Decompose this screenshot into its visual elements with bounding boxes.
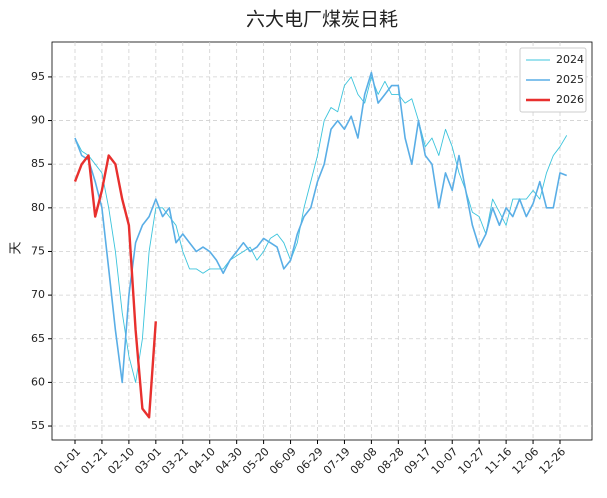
series-line	[74, 76, 568, 383]
legend-box	[519, 47, 587, 113]
x-tick-label: 04-30	[213, 445, 245, 477]
x-tick-label: 04-10	[186, 445, 218, 477]
y-tick-label: 80	[31, 201, 45, 214]
y-tick-label: 55	[31, 419, 45, 432]
y-tick-label: 65	[31, 332, 45, 345]
x-tick-label: 08-08	[348, 445, 380, 477]
y-tick-label: 60	[31, 375, 45, 388]
legend-label: 2026	[556, 93, 584, 106]
x-tick-label: 12-06	[510, 445, 542, 477]
x-tick-label: 08-28	[375, 445, 407, 477]
series-line	[73, 154, 157, 419]
x-tick-label: 09-17	[402, 445, 434, 477]
x-tick-label: 06-09	[267, 445, 299, 477]
x-tick-label: 12-26	[536, 445, 568, 477]
legend-label: 2025	[556, 73, 584, 86]
chart-title: 六大电厂煤炭日耗	[246, 9, 398, 31]
y-tick-label: 75	[31, 244, 45, 257]
x-tick-label: 07-19	[321, 445, 353, 477]
x-tick-label: 02-10	[105, 445, 137, 477]
y-tick-label: 70	[31, 288, 45, 301]
x-tick-label: 11-16	[483, 445, 515, 477]
x-tick-label: 01-21	[78, 445, 110, 477]
y-tick-label: 85	[31, 157, 45, 170]
plot-frame	[51, 41, 593, 441]
x-tick-label: 05-20	[240, 445, 272, 477]
x-tick-label: 03-01	[132, 445, 164, 477]
y-tick-label: 95	[31, 70, 45, 83]
y-tick-label: 90	[31, 114, 45, 127]
x-tick-label: 06-29	[294, 445, 326, 477]
legend-label: 2024	[556, 53, 584, 66]
x-tick-label: 03-21	[159, 445, 191, 477]
x-tick-label: 10-07	[429, 445, 461, 477]
y-axis-label: 天	[9, 241, 24, 254]
x-tick-label: 10-27	[456, 445, 488, 477]
series-line	[74, 71, 567, 384]
x-tick-label: 01-01	[51, 445, 83, 477]
